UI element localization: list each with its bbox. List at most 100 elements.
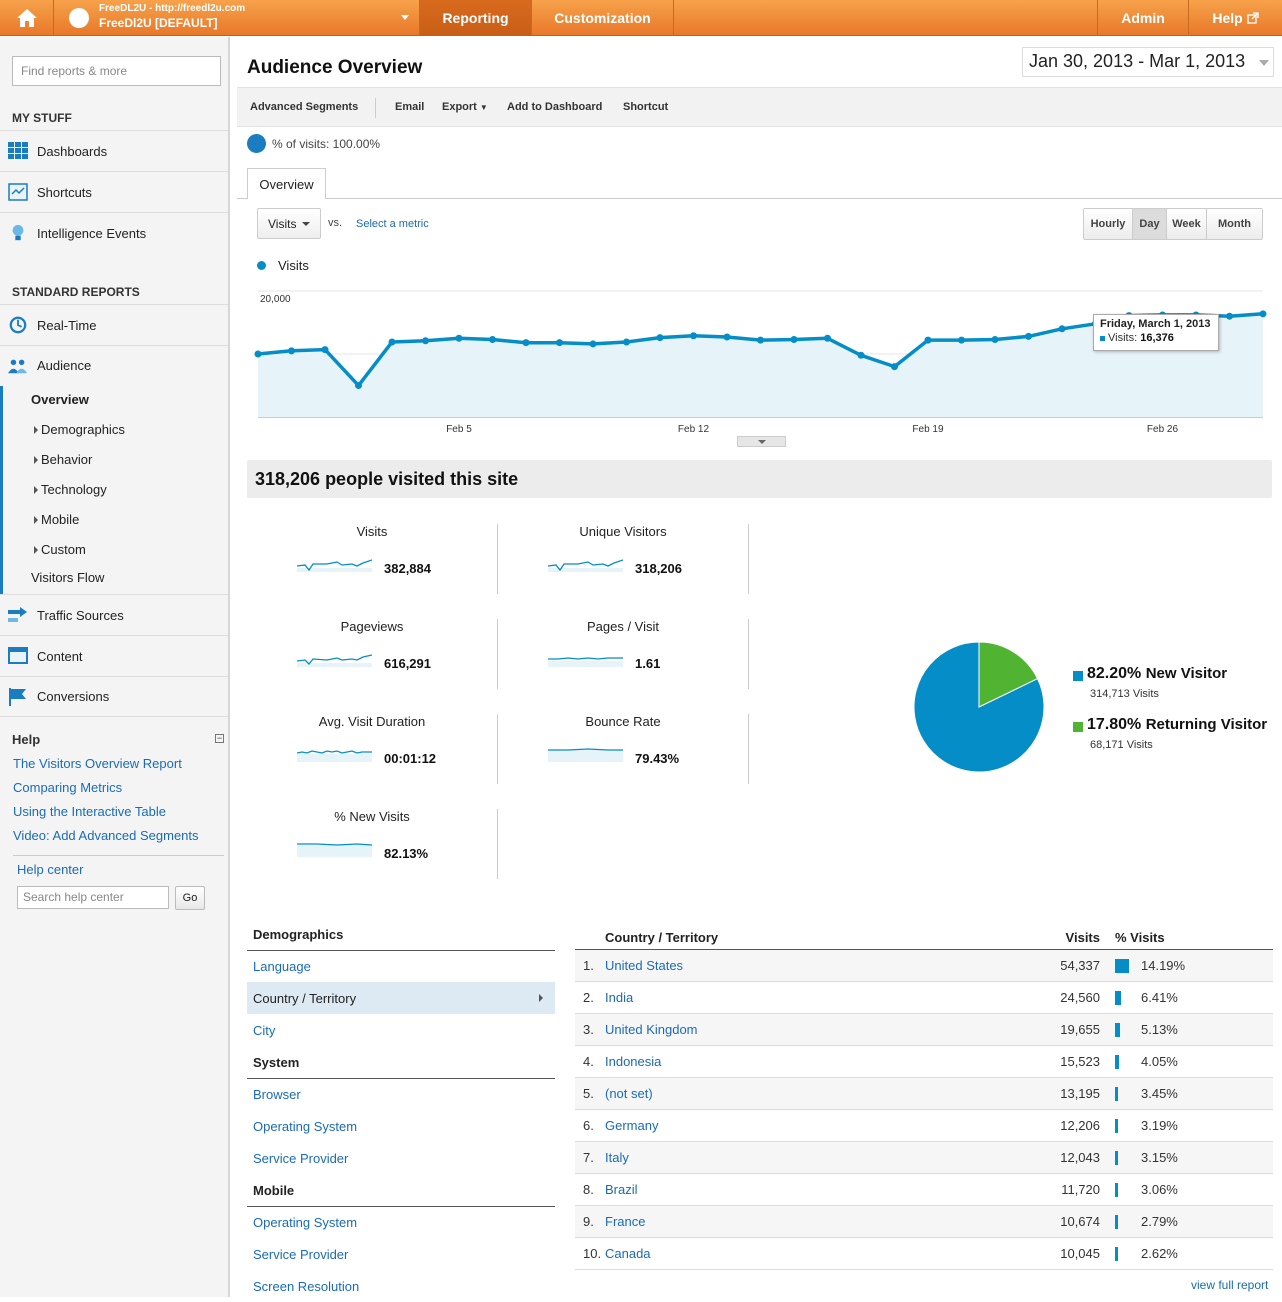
chart-point[interactable]: [422, 337, 429, 345]
granularity-month[interactable]: Month: [1207, 209, 1262, 239]
search-input[interactable]: Find reports & more: [12, 56, 221, 86]
date-range-picker[interactable]: Jan 30, 2013 - Mar 1, 2013: [1022, 47, 1274, 77]
table-row[interactable]: 8. Brazil 11,720 3.06%: [575, 1174, 1273, 1206]
sidebar-item-traffic[interactable]: Traffic Sources: [0, 594, 228, 635]
chart-point[interactable]: [857, 351, 865, 359]
granularity-hourly[interactable]: Hourly: [1084, 209, 1133, 239]
sidebar-sub-demographics[interactable]: Demographics: [34, 422, 125, 437]
table-row[interactable]: 1. United States 54,337 14.19%: [575, 950, 1273, 982]
collapse-icon[interactable]: −: [215, 733, 224, 743]
home-button[interactable]: [0, 0, 54, 36]
chart-point[interactable]: [891, 363, 898, 371]
chart-point[interactable]: [522, 339, 530, 347]
admin-link[interactable]: Admin: [1097, 0, 1189, 36]
table-row[interactable]: 6. Germany 12,206 3.19%: [575, 1110, 1273, 1142]
chart-point[interactable]: [388, 338, 396, 346]
sidebar-item-conversions[interactable]: Conversions: [0, 676, 228, 717]
table-row[interactable]: 4. Indonesia 15,523 4.05%: [575, 1046, 1273, 1078]
row-country-link[interactable]: Germany: [605, 1118, 659, 1133]
sidebar-sub-custom[interactable]: Custom: [34, 542, 86, 557]
chart-point[interactable]: [1058, 325, 1066, 333]
chart-point[interactable]: [991, 336, 999, 344]
sidebar-item-dashboards[interactable]: Dashboards: [0, 130, 228, 171]
sidebar-item-shortcuts[interactable]: Shortcuts: [0, 171, 228, 212]
shortcut-button[interactable]: Shortcut: [623, 101, 669, 113]
chart-point[interactable]: [556, 339, 563, 347]
sidebar-sub-visitors-flow[interactable]: Visitors Flow: [31, 570, 105, 585]
help-link-interactive-table[interactable]: Using the Interactive Table: [13, 804, 166, 819]
chart-point[interactable]: [589, 340, 597, 348]
table-row[interactable]: 9. France 10,674 2.79%: [575, 1206, 1273, 1238]
chart-collapse-handle[interactable]: [737, 436, 786, 447]
granularity-week[interactable]: Week: [1167, 209, 1207, 239]
email-button[interactable]: Email: [395, 101, 425, 113]
demographics-language-link[interactable]: Language: [253, 958, 311, 974]
chart-point[interactable]: [757, 336, 764, 344]
help-link-comparing-metrics[interactable]: Comparing Metrics: [13, 780, 123, 795]
help-link-advanced-segments[interactable]: Video: Add Advanced Segments: [13, 828, 199, 843]
chart-point[interactable]: [489, 336, 496, 344]
select-metric-link[interactable]: Select a metric: [356, 218, 429, 230]
row-country-link[interactable]: Brazil: [605, 1182, 638, 1197]
sidebar-item-intelligence[interactable]: Intelligence Events: [0, 212, 228, 253]
chart-point[interactable]: [355, 382, 362, 389]
chart-point[interactable]: [1259, 310, 1267, 318]
system-provider-link[interactable]: Service Provider: [253, 1150, 349, 1166]
chart-point[interactable]: [924, 336, 932, 344]
table-row[interactable]: 5. (not set) 13,195 3.45%: [575, 1078, 1273, 1110]
sidebar-sub-behavior[interactable]: Behavior: [33, 452, 93, 467]
demographics-city-link[interactable]: City: [253, 1022, 276, 1038]
view-full-report-link[interactable]: view full report: [1191, 1278, 1269, 1292]
system-os-link[interactable]: Operating System: [253, 1118, 358, 1134]
table-row[interactable]: 10. Canada 10,045 2.62%: [575, 1238, 1273, 1270]
chart-point[interactable]: [288, 347, 295, 355]
export-button[interactable]: Export ▼: [442, 101, 488, 113]
pie-slice-returning-visitor[interactable]: [978, 641, 1039, 708]
chart-point[interactable]: [1025, 332, 1032, 340]
sidebar-item-content[interactable]: Content: [0, 635, 228, 676]
chart-point[interactable]: [254, 350, 262, 358]
row-country-link[interactable]: United Kingdom: [605, 1022, 698, 1037]
granularity-day[interactable]: Day: [1133, 209, 1167, 239]
sidebar-item-realtime[interactable]: Real-Time: [0, 304, 228, 345]
chart-point[interactable]: [656, 334, 664, 342]
chart-point[interactable]: [321, 346, 329, 354]
mobile-os-link[interactable]: Operating System: [253, 1214, 358, 1230]
help-center-link[interactable]: Help center: [17, 862, 84, 877]
help-link[interactable]: Help: [1189, 0, 1282, 36]
metric-select[interactable]: Visits: [257, 208, 321, 239]
row-country-link[interactable]: Indonesia: [605, 1054, 662, 1069]
table-row[interactable]: 3. United Kingdom 19,655 5.13%: [575, 1014, 1273, 1046]
advanced-segments-button[interactable]: Advanced Segments: [250, 101, 359, 113]
chart-point[interactable]: [824, 334, 831, 342]
mobile-provider-link[interactable]: Service Provider: [253, 1246, 349, 1262]
account-selector[interactable]: FreeDL2U - http://freedl2u.com FreeDl2U …: [55, 0, 420, 36]
help-search-go-button[interactable]: Go: [175, 886, 205, 910]
visitor-type-pie[interactable]: [912, 640, 1046, 774]
row-country-link[interactable]: Italy: [605, 1150, 629, 1165]
sidebar-item-audience[interactable]: Audience: [0, 345, 228, 595]
tab-overview[interactable]: Overview: [247, 168, 326, 199]
add-to-dashboard-button[interactable]: Add to Dashboard: [507, 101, 603, 113]
table-row[interactable]: 7. Italy 12,043 3.15%: [575, 1142, 1273, 1174]
chart-point[interactable]: [623, 338, 630, 346]
sidebar-sub-overview[interactable]: Overview: [31, 392, 89, 407]
row-country-link[interactable]: (not set): [605, 1086, 653, 1101]
mobile-resolution-link[interactable]: Screen Resolution: [253, 1278, 360, 1294]
sidebar-sub-mobile[interactable]: Mobile: [33, 512, 80, 527]
chart-point[interactable]: [455, 334, 463, 342]
demographics-country-link[interactable]: Country / Territory: [247, 982, 555, 1014]
tab-customization[interactable]: Customization: [532, 0, 674, 36]
chart-point[interactable]: [1226, 312, 1233, 320]
row-country-link[interactable]: France: [605, 1214, 646, 1229]
row-country-link[interactable]: Canada: [605, 1246, 651, 1261]
tab-reporting[interactable]: Reporting: [420, 0, 532, 36]
sidebar-sub-technology[interactable]: Technology: [34, 482, 107, 497]
row-country-link[interactable]: India: [605, 990, 634, 1005]
chart-point[interactable]: [690, 332, 697, 340]
help-link-visitors-overview[interactable]: The Visitors Overview Report: [13, 756, 182, 771]
chart-point[interactable]: [790, 336, 798, 344]
help-search-input[interactable]: Search help center: [17, 886, 169, 909]
chart-point[interactable]: [723, 333, 731, 341]
